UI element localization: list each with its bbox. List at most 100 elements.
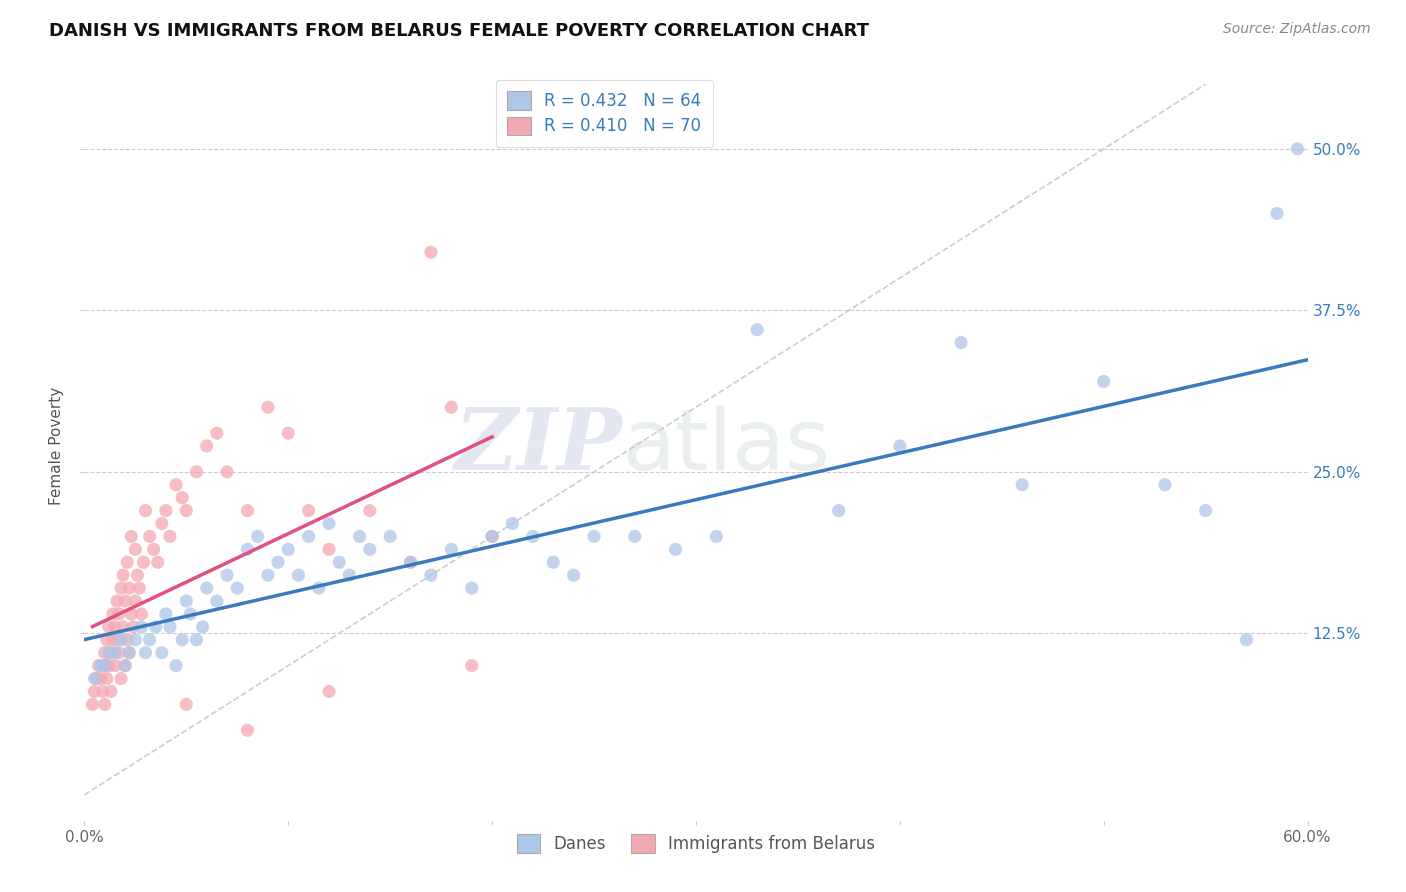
Point [165,658,187,673]
Point [267,555,290,569]
Point [122,620,145,634]
Point [132,555,155,569]
Point [205,594,228,608]
Point [101,607,124,621]
Point [257,568,280,582]
Point [420,568,443,582]
Point [298,503,321,517]
Point [145,620,167,634]
Point [124,542,146,557]
Point [131,607,153,621]
Point [226,581,249,595]
Point [110,632,132,647]
Point [257,401,280,415]
Point [440,401,463,415]
Text: DANISH VS IMMIGRANTS FROM BELARUS FEMALE POVERTY CORRELATION CHART: DANISH VS IMMIGRANTS FROM BELARUS FEMALE… [49,22,869,40]
Point [87,658,110,673]
Point [150,516,173,531]
Point [195,581,218,595]
Point [118,646,141,660]
Point [1236,632,1258,647]
Point [174,698,197,712]
Legend: Danes, Immigrants from Belarus: Danes, Immigrants from Belarus [505,822,887,864]
Point [165,477,187,491]
Point [950,335,973,350]
Point [118,581,141,595]
Point [828,503,851,517]
Point [86,672,108,686]
Point [97,658,120,673]
Point [114,658,136,673]
Point [217,465,239,479]
Point [101,632,124,647]
Point [120,529,142,543]
Point [93,698,115,712]
Point [97,620,120,634]
Point [146,555,169,569]
Point [138,529,160,543]
Point [543,555,565,569]
Point [624,529,647,543]
Point [110,581,132,595]
Point [349,529,371,543]
Point [110,672,132,686]
Point [93,658,115,673]
Point [217,568,239,582]
Point [502,516,524,531]
Point [318,516,340,531]
Point [112,620,135,634]
Point [115,632,138,647]
Point [318,542,340,557]
Point [174,503,197,517]
Point [91,684,114,698]
Point [135,646,157,660]
Point [96,672,118,686]
Point [124,632,146,647]
Point [100,684,122,698]
Text: Source: ZipAtlas.com: Source: ZipAtlas.com [1223,22,1371,37]
Point [118,646,141,660]
Point [440,542,463,557]
Point [105,594,128,608]
Point [399,555,422,569]
Point [706,529,728,543]
Point [159,620,181,634]
Point [562,568,585,582]
Point [287,568,309,582]
Point [747,323,769,337]
Point [1265,206,1288,220]
Text: atlas: atlas [623,404,831,488]
Point [1092,375,1115,389]
Point [1286,142,1309,156]
Point [461,581,484,595]
Point [359,542,381,557]
Point [104,658,127,673]
Point [174,594,197,608]
Point [90,658,112,673]
Point [155,503,177,517]
Point [889,439,911,453]
Point [105,632,128,647]
Point [96,632,118,647]
Point [108,607,131,621]
Text: ZIP: ZIP [454,404,623,488]
Point [191,620,214,634]
Point [246,529,269,543]
Point [186,632,208,647]
Point [481,529,503,543]
Point [179,607,201,621]
Point [318,684,340,698]
Point [159,529,181,543]
Point [142,542,165,557]
Point [104,646,127,660]
Point [135,503,157,517]
Point [172,491,194,505]
Point [380,529,402,543]
Point [104,620,127,634]
Point [236,723,259,738]
Point [93,646,115,660]
Point [82,698,104,712]
Point [90,672,112,686]
Point [114,658,136,673]
Point [186,465,208,479]
